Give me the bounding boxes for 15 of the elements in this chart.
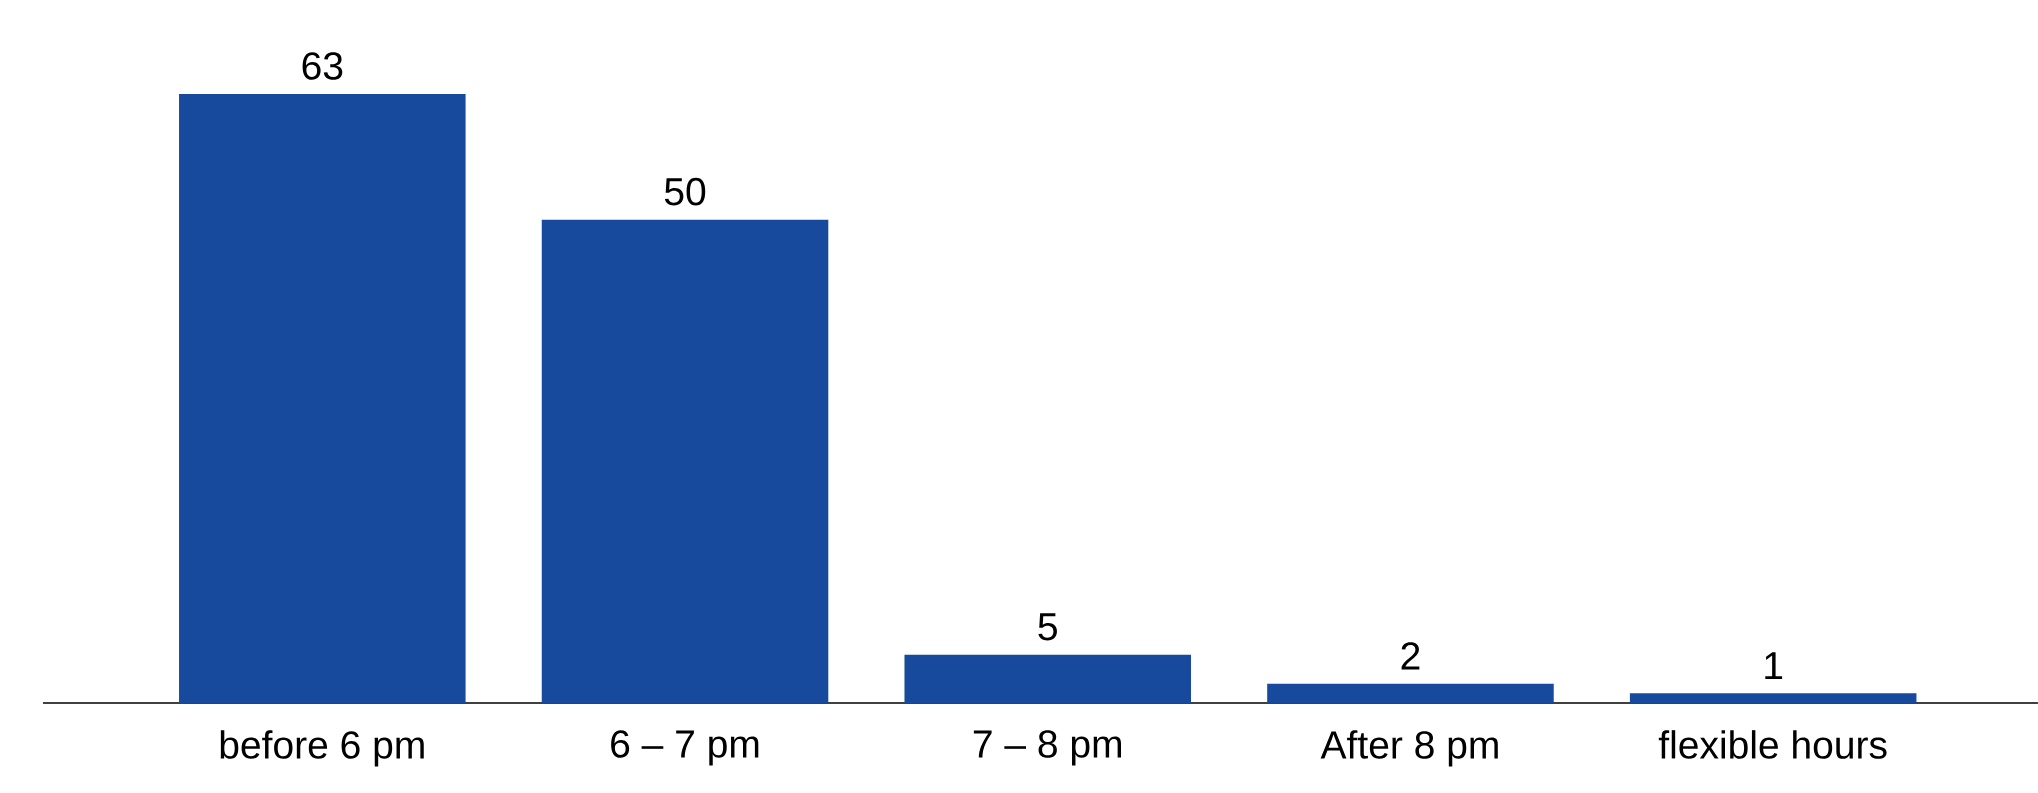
bar (1267, 683, 1554, 703)
x-tick-label: 7 – 8 pm (973, 730, 1122, 766)
x-tick-label: before 6 pm (220, 730, 424, 767)
bar (904, 654, 1192, 703)
data-label: 5 (1038, 613, 1057, 641)
bar (179, 93, 466, 703)
bar (541, 219, 829, 703)
data-label: 1 (1765, 652, 1783, 680)
x-tick-label: 6 – 7 pm (611, 730, 759, 766)
data-label: 50 (664, 177, 706, 206)
data-label: 63 (302, 52, 343, 80)
bar (1629, 693, 1917, 703)
x-tick-label: After 8 pm (1320, 730, 1498, 767)
data-label: 2 (1401, 642, 1420, 670)
x-tick-label: flexible hours (1658, 730, 1887, 759)
